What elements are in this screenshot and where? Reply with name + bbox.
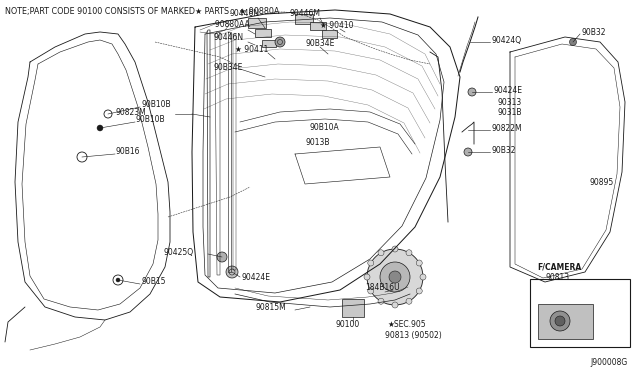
Text: 90813: 90813 bbox=[545, 273, 569, 282]
Text: 90425Q: 90425Q bbox=[163, 248, 193, 257]
Circle shape bbox=[380, 262, 410, 292]
Circle shape bbox=[226, 266, 238, 278]
Text: ★ 90410: ★ 90410 bbox=[320, 21, 353, 30]
Text: 90B10A: 90B10A bbox=[310, 123, 340, 132]
Text: 90B10B: 90B10B bbox=[136, 115, 166, 124]
Circle shape bbox=[364, 274, 370, 280]
Text: 90813 (90502): 90813 (90502) bbox=[385, 331, 442, 340]
Circle shape bbox=[406, 250, 412, 256]
Text: 184B16U: 184B16U bbox=[365, 283, 399, 292]
Text: 90B15: 90B15 bbox=[141, 277, 166, 286]
Text: 90895: 90895 bbox=[590, 178, 614, 187]
Text: 90822M: 90822M bbox=[491, 124, 522, 133]
Text: ★ 90411: ★ 90411 bbox=[235, 45, 268, 54]
Text: 90880AA: 90880AA bbox=[213, 20, 250, 29]
Circle shape bbox=[392, 246, 398, 252]
Circle shape bbox=[392, 302, 398, 308]
Circle shape bbox=[416, 288, 422, 294]
Circle shape bbox=[368, 288, 374, 294]
Text: NOTE;PART CODE 90100 CONSISTS OF MARKED★ PARTS.   ★ 90880A: NOTE;PART CODE 90100 CONSISTS OF MARKED★… bbox=[5, 7, 280, 16]
Text: 9031B: 9031B bbox=[497, 108, 522, 117]
Text: 90B10B: 90B10B bbox=[141, 100, 171, 109]
Circle shape bbox=[116, 278, 120, 282]
Circle shape bbox=[368, 260, 374, 266]
Circle shape bbox=[468, 88, 476, 96]
Circle shape bbox=[217, 252, 227, 262]
Text: 90446N: 90446N bbox=[214, 33, 244, 42]
Text: 90424E: 90424E bbox=[241, 273, 270, 282]
Text: 90100: 90100 bbox=[335, 320, 359, 329]
Circle shape bbox=[378, 250, 384, 256]
Text: F/CAMERA: F/CAMERA bbox=[537, 263, 581, 272]
Circle shape bbox=[464, 148, 472, 156]
Bar bbox=[342, 299, 364, 317]
Text: 90823M: 90823M bbox=[115, 108, 146, 117]
Circle shape bbox=[555, 316, 565, 326]
Text: 90424Q: 90424Q bbox=[491, 36, 521, 45]
Circle shape bbox=[416, 260, 422, 266]
Bar bbox=[322, 30, 337, 38]
Bar bbox=[262, 40, 276, 47]
Text: ★SEC.905: ★SEC.905 bbox=[388, 320, 427, 329]
Bar bbox=[538, 304, 593, 339]
Circle shape bbox=[367, 249, 423, 305]
Text: J900008G: J900008G bbox=[591, 358, 628, 367]
Bar bbox=[248, 18, 266, 28]
Text: 9013B: 9013B bbox=[305, 138, 330, 147]
Text: 90B32: 90B32 bbox=[581, 28, 605, 37]
Bar bbox=[255, 29, 271, 37]
Circle shape bbox=[570, 38, 577, 45]
Bar bbox=[530, 279, 630, 347]
Bar bbox=[310, 22, 326, 30]
Text: 90424E: 90424E bbox=[493, 86, 522, 95]
Text: 90313: 90313 bbox=[497, 98, 521, 107]
Circle shape bbox=[275, 37, 285, 47]
Text: 90B34E: 90B34E bbox=[213, 63, 243, 72]
Circle shape bbox=[420, 274, 426, 280]
Circle shape bbox=[378, 298, 384, 304]
Text: 90B16: 90B16 bbox=[116, 147, 141, 156]
Bar bbox=[295, 14, 313, 24]
Text: 90815M: 90815M bbox=[255, 303, 285, 312]
Circle shape bbox=[97, 125, 103, 131]
Text: 90446N: 90446N bbox=[230, 9, 260, 18]
Text: 90B32: 90B32 bbox=[491, 146, 515, 155]
Text: 90446M: 90446M bbox=[290, 9, 321, 18]
Circle shape bbox=[550, 311, 570, 331]
Text: 90B34E: 90B34E bbox=[305, 39, 334, 48]
Circle shape bbox=[406, 298, 412, 304]
Circle shape bbox=[389, 271, 401, 283]
